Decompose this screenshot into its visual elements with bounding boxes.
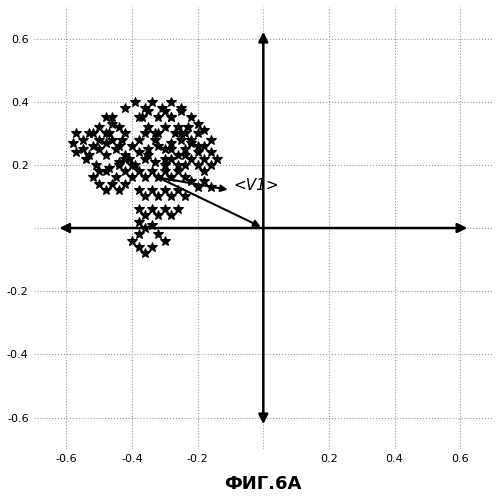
X-axis label: ФИГ.6А: ФИГ.6А <box>224 475 302 493</box>
Text: <V1>: <V1> <box>234 178 280 193</box>
